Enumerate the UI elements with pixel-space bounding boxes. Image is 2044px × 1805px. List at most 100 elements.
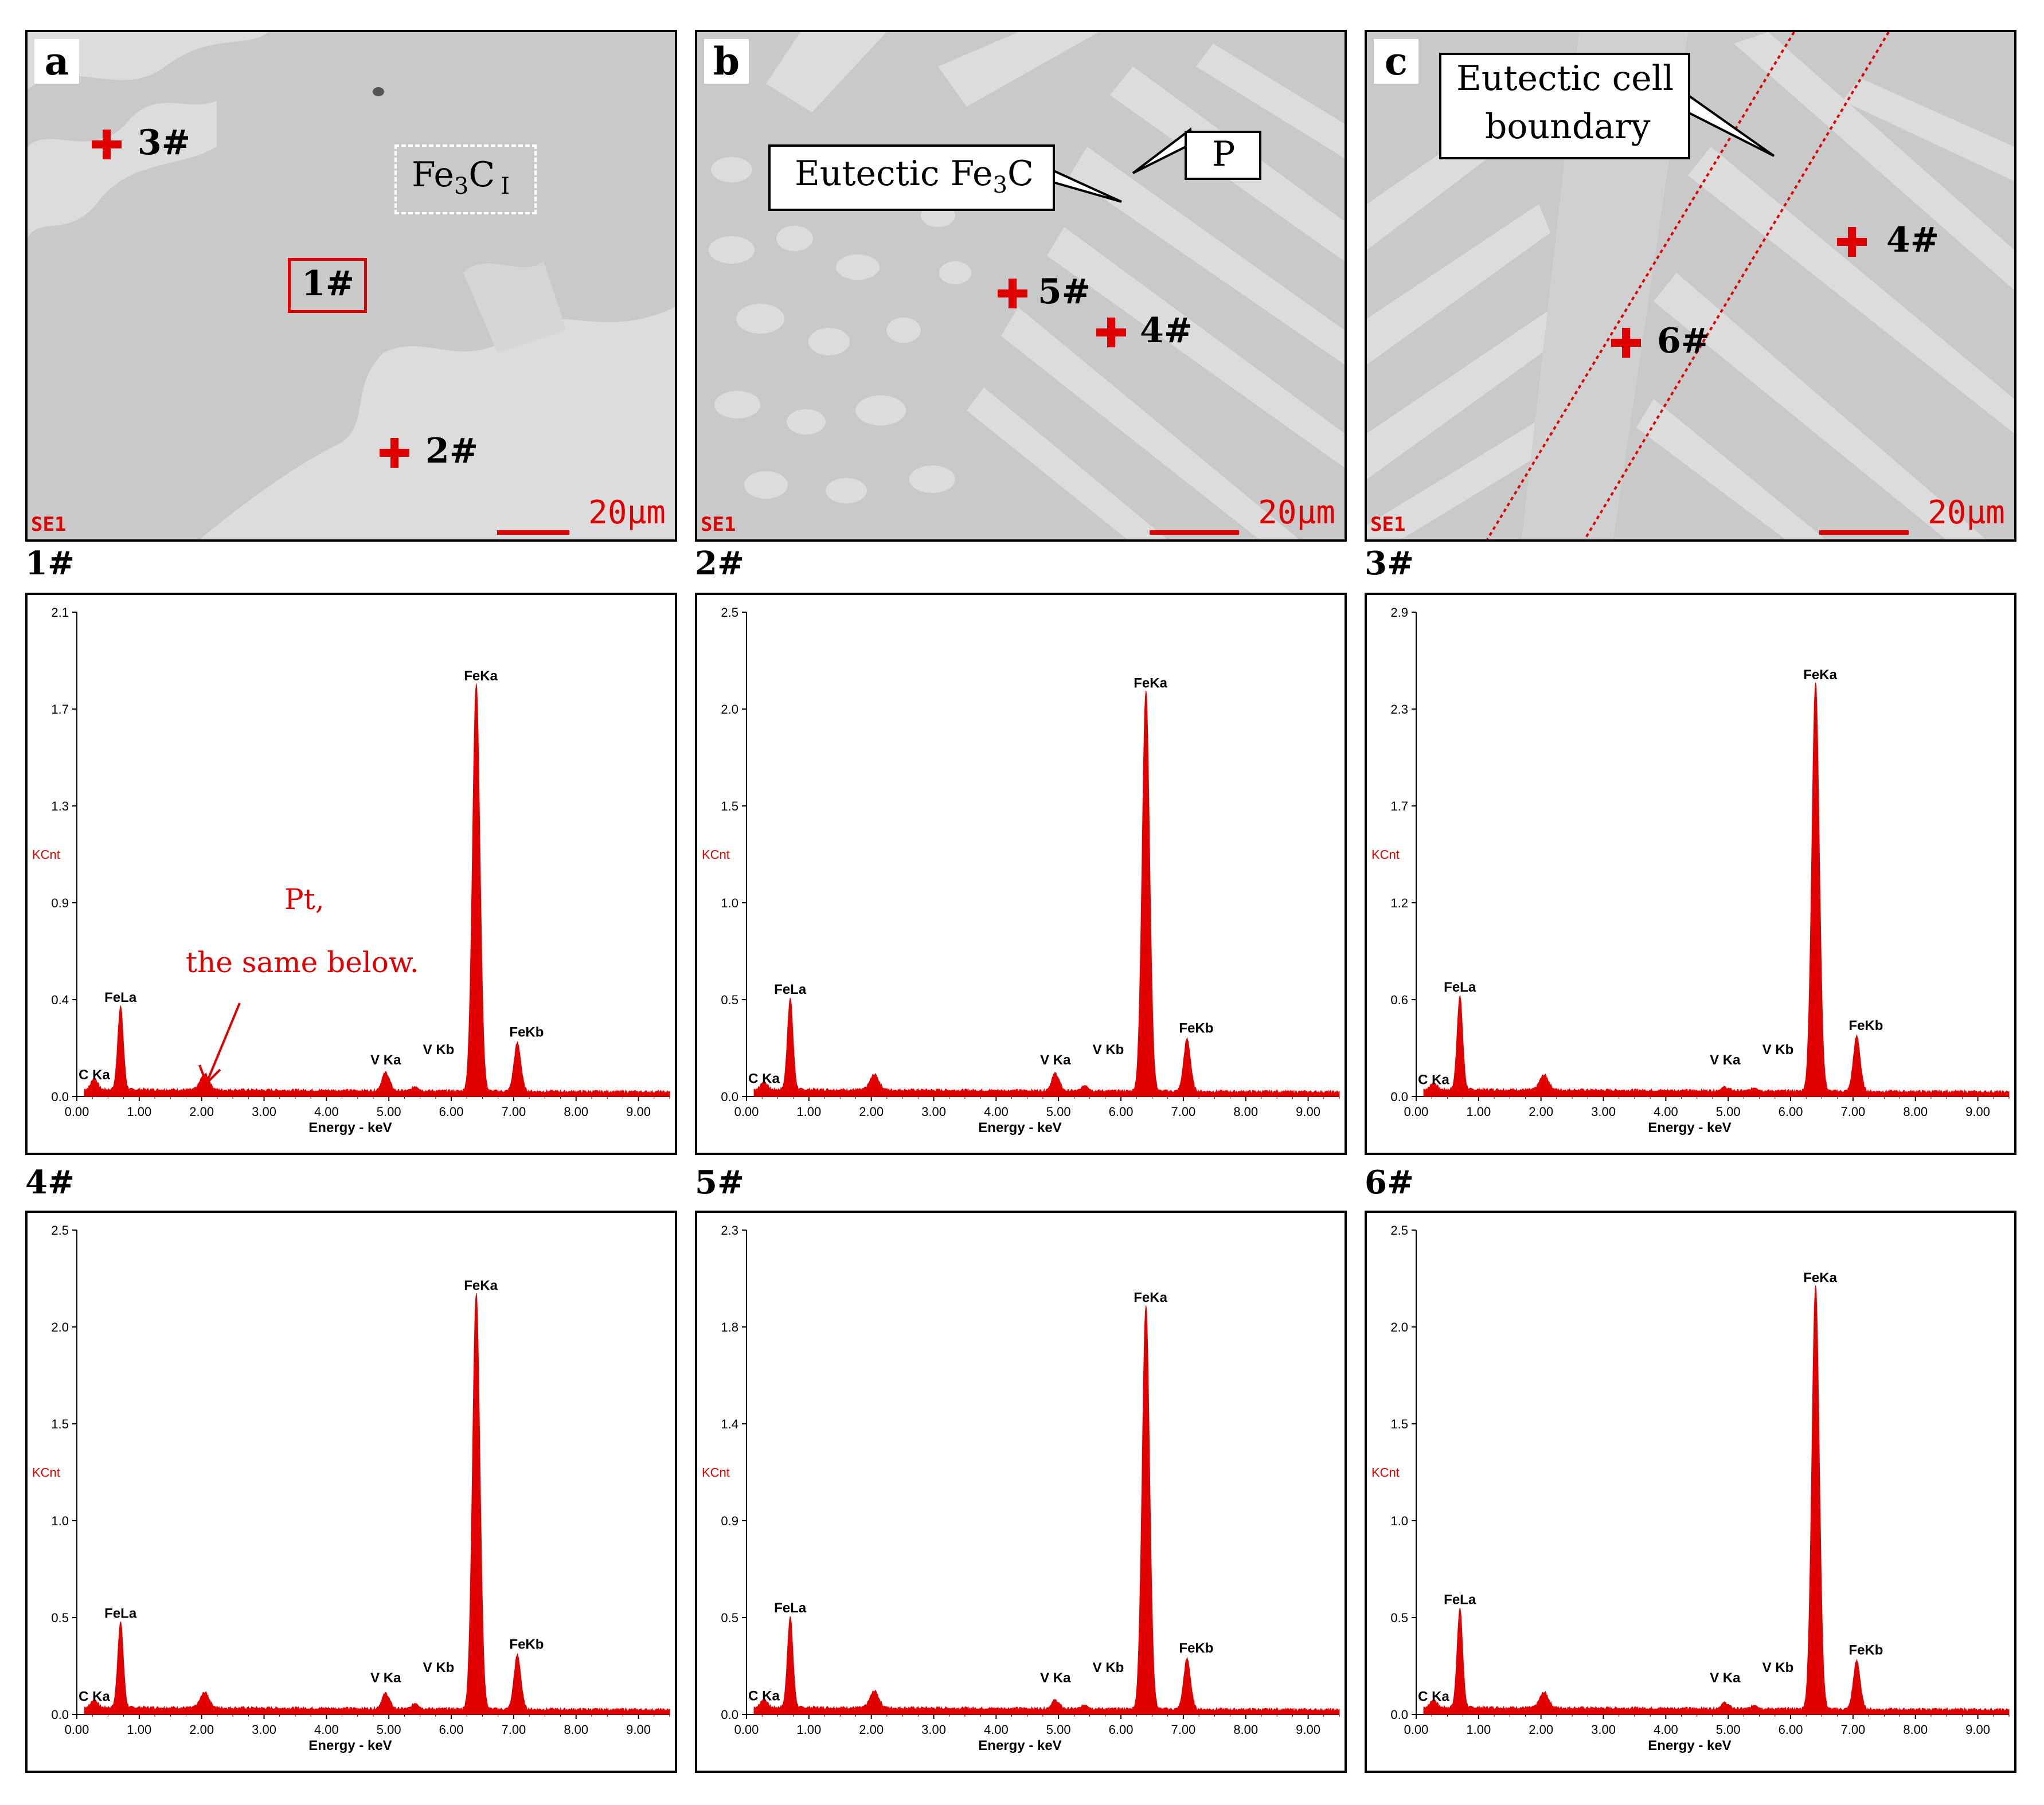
- peak-label: V Kb: [423, 1660, 455, 1675]
- marker-cross-4: [1837, 227, 1867, 257]
- spectrum-area: [84, 1293, 670, 1715]
- peak-label: V Kb: [1093, 1660, 1124, 1675]
- peak-label: FeKa: [1134, 675, 1167, 691]
- marker-label-4: 4#: [1886, 220, 1940, 260]
- x-tick-label: 9.00: [1965, 1722, 1990, 1737]
- panel-letter-b: b: [704, 39, 749, 84]
- peak-label: V Kb: [423, 1042, 455, 1058]
- spectrum-title-5: 5#: [695, 1164, 744, 1201]
- peak-label: FeKb: [1179, 1021, 1213, 1036]
- x-tick-label: 1.00: [796, 1105, 821, 1119]
- y-tick-label: 0.0: [51, 1708, 69, 1722]
- peak-label: C Ka: [79, 1689, 110, 1704]
- x-tick-label: 4.00: [1654, 1722, 1678, 1737]
- peak-label: FeLa: [1444, 1592, 1476, 1608]
- peak-label: FeKb: [509, 1025, 544, 1040]
- spectrum-svg: 0.0 0.5 1.0 1.5 2.0 2.5 KCnt 0.00 1.00 2.00 3.00 4.…: [32, 1223, 670, 1753]
- y-tick-label: 1.3: [51, 799, 69, 813]
- x-axis-label: Energy - keV: [978, 1120, 1061, 1136]
- fe3c-primary-box: [394, 144, 537, 214]
- sem-micrograph-b: [697, 32, 1345, 539]
- marker-cross-3: [92, 130, 122, 159]
- peak-label: FeKb: [1848, 1643, 1883, 1658]
- marker-label-2: 2#: [425, 431, 479, 471]
- y-tick-label: 0.0: [51, 1090, 69, 1104]
- callout-line2: boundary: [1485, 107, 1651, 147]
- x-tick-label: 3.00: [1591, 1105, 1616, 1119]
- peak-label: FeLa: [774, 1600, 807, 1616]
- x-tick-label: 2.00: [859, 1722, 884, 1737]
- x-tick-label: 4.00: [984, 1722, 1009, 1737]
- y-tick-label: 1.0: [721, 896, 738, 910]
- sem-micrograph-a: [28, 32, 675, 539]
- y-tick-label: 2.5: [51, 1223, 69, 1238]
- x-tick-label: 5.00: [377, 1105, 401, 1119]
- x-tick-label: 6.00: [1779, 1105, 1803, 1119]
- spectrum-svg: 0.0 0.5 1.0 1.5 2.0 2.5 KCnt 0.00 1.00 2.00 3.00 4.…: [702, 605, 1340, 1136]
- x-tick-label: 5.00: [1046, 1722, 1071, 1737]
- peak-label: V Ka: [370, 1052, 401, 1068]
- scale-label: 20μm: [1928, 494, 2005, 531]
- se1-label: SE1: [701, 513, 736, 536]
- y-tick-label: 2.9: [1390, 605, 1408, 620]
- x-tick-label: 9.00: [1296, 1722, 1320, 1737]
- x-tick-label: 7.00: [1171, 1722, 1195, 1737]
- y-axis-label: KCnt: [1371, 848, 1400, 862]
- y-tick-label: 1.5: [51, 1417, 69, 1431]
- x-tick-label: 8.00: [1903, 1105, 1928, 1119]
- spectrum-area: [84, 683, 670, 1097]
- peak-label: C Ka: [748, 1071, 780, 1086]
- spectrum-chart-6: 0.0 0.5 1.0 1.5 2.0 2.5 KCnt 0.00 1.00 2.00 3.00 4.…: [1365, 1211, 2016, 1773]
- peak-label: C Ka: [1418, 1689, 1449, 1704]
- pt-arrow: [198, 1003, 241, 1086]
- x-tick-label: 5.00: [1716, 1105, 1741, 1119]
- callout-eutectic-cell-boundary: [1439, 53, 1690, 159]
- y-tick-label: 0.9: [721, 1514, 738, 1528]
- y-tick-label: 0.0: [721, 1090, 738, 1104]
- y-axis-label: KCnt: [702, 848, 730, 862]
- x-tick-label: 5.00: [1046, 1105, 1071, 1119]
- sem-micrograph-c: [1367, 32, 2014, 539]
- callout-eutectic-fe3c-label: Eutectic Fe3C: [795, 154, 1034, 198]
- marker-label-1: 1#: [302, 264, 355, 304]
- y-axis-label: KCnt: [32, 1466, 60, 1480]
- y-tick-label: 1.4: [721, 1417, 738, 1431]
- peak-label: FeKa: [464, 1278, 498, 1293]
- y-tick-label: 0.4: [51, 993, 69, 1007]
- spectrum-title-2: 2#: [695, 545, 744, 582]
- peak-label: V Kb: [1093, 1042, 1124, 1058]
- x-tick-label: 3.00: [921, 1105, 946, 1119]
- spectrum-area: [753, 691, 1340, 1097]
- peak-label: V Ka: [370, 1670, 401, 1686]
- peak-label: FeLa: [1444, 980, 1476, 995]
- y-tick-label: 1.7: [51, 702, 69, 716]
- spectrum-svg: 0.0 0.5 0.9 1.4 1.8 2.3 KCnt 0.00 1.00 2.00 3.00 4.…: [702, 1223, 1340, 1753]
- se1-label: SE1: [1370, 513, 1406, 536]
- peak-label: FeKb: [1848, 1018, 1883, 1033]
- x-tick-label: 4.00: [314, 1722, 339, 1737]
- x-tick-label: 4.00: [984, 1105, 1009, 1119]
- x-tick-label: 4.00: [314, 1105, 339, 1119]
- y-tick-label: 2.1: [51, 605, 69, 620]
- x-tick-label: 2.00: [189, 1105, 214, 1119]
- x-tick-label: 0.00: [734, 1105, 759, 1119]
- marker-box-1: [288, 258, 367, 313]
- scale-label: 20μm: [588, 494, 666, 531]
- peak-label: FeKb: [1179, 1640, 1213, 1656]
- peak-label: V Ka: [1040, 1670, 1071, 1686]
- spectrum-title-1: 1#: [25, 545, 75, 582]
- y-tick-label: 2.0: [721, 702, 738, 716]
- marker-cross-2: [380, 438, 409, 468]
- peak-label: C Ka: [748, 1688, 780, 1704]
- peak-label: V Ka: [1710, 1670, 1741, 1686]
- x-tick-label: 3.00: [921, 1722, 946, 1737]
- spectrum-chart-3: 0.0 0.6 1.2 1.7 2.3 2.9 KCnt 0.00 1.00 2.00 3.00 4.…: [1365, 593, 2016, 1155]
- x-tick-label: 8.00: [1903, 1722, 1928, 1737]
- peak-label: FeLa: [104, 990, 137, 1005]
- x-tick-label: 8.00: [1233, 1722, 1258, 1737]
- spectrum-svg: 0.0 0.4 0.9 1.3 1.7 2.1 KCnt 0.00 1.00 2.00 3.00 4.…: [32, 605, 670, 1136]
- y-tick-label: 1.0: [51, 1514, 69, 1528]
- scale-bar: [1819, 530, 1909, 535]
- x-tick-label: 7.00: [1171, 1105, 1195, 1119]
- x-tick-label: 9.00: [1965, 1105, 1990, 1119]
